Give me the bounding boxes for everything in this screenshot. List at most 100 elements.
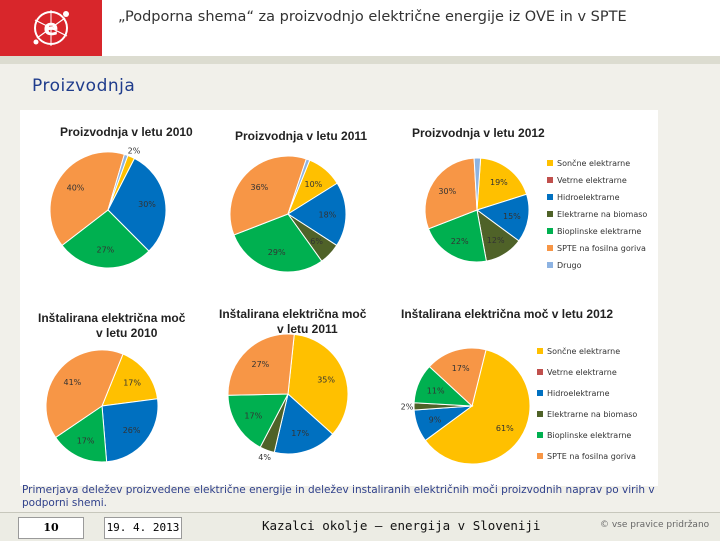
data-label: 36% — [251, 183, 269, 192]
data-label: 19% — [490, 178, 508, 187]
legend-swatch-vetrne-elektrarne — [537, 369, 543, 375]
pie-slice-bioplinske-elektrarne — [61, 209, 150, 269]
data-label: 10% — [305, 180, 323, 189]
data-label: 6% — [310, 237, 323, 246]
data-label: 27% — [97, 245, 115, 254]
data-label: 30% — [438, 187, 456, 196]
pie-slice-spte-na-fosilna-goriva — [45, 349, 124, 439]
pie-slice-spte-na-fosilna-goriva — [227, 333, 295, 396]
footer: 10 19. 4. 2013 Kazalci okolje – energija… — [0, 512, 720, 541]
header-band — [0, 56, 720, 64]
data-label: 27% — [252, 360, 270, 369]
pie-slice-soncne-elektrarne — [476, 157, 528, 211]
legend-swatch-drugo — [547, 262, 553, 268]
data-label: 35% — [317, 375, 335, 384]
legend-swatch-hidroelektrarne — [537, 390, 543, 396]
footer-title: Kazalci okolje – energija v Sloveniji — [262, 518, 541, 533]
legend-swatch-spte-na-fosilna-goriva — [547, 245, 553, 251]
data-label: 41% — [64, 378, 82, 387]
legend-swatch-soncne-elektrarne — [537, 348, 543, 354]
legend-swatch-spte-na-fosilna-goriva — [537, 453, 543, 459]
legend-entry-bioplinske-elektrarne: Bioplinske elektrarne — [557, 227, 641, 236]
data-label: 2% — [128, 147, 141, 156]
data-label: 17% — [77, 436, 95, 445]
pie-slice-hidroelektrarne — [101, 398, 159, 463]
copyright: © vse pravice pridržano — [600, 520, 710, 530]
pie-slice-spte-na-fosilna-goriva — [49, 151, 126, 247]
legend-swatch-bioplinske-elektrarne — [537, 432, 543, 438]
pie-slice-spte-na-fosilna-goriva — [428, 347, 487, 407]
data-label: 4% — [258, 453, 271, 462]
data-label: 12% — [487, 236, 505, 245]
chart-title: Inštalirana električna moč — [219, 307, 367, 321]
pie-slice-spte-na-fosilna-goriva — [229, 155, 307, 236]
data-label: 30% — [138, 200, 156, 209]
legend-swatch-elektrarne-na-biomaso — [537, 411, 543, 417]
data-label: 18% — [319, 210, 337, 219]
legend-entry-soncne-elektrarne: Sončne elektrarne — [557, 158, 630, 168]
legend-entry-vetrne-elektrarne: Vetrne elektrarne — [547, 368, 617, 377]
page-title: „Podporna shema“ za proizvodnjo električ… — [118, 9, 627, 25]
data-label: 26% — [123, 426, 141, 435]
data-label: 17% — [452, 364, 470, 373]
logo: e — [0, 0, 102, 56]
header: e „Podporna shema“ za proizvodnjo elektr… — [0, 0, 720, 56]
charts-panel: Proizvodnja v letu 2010 2% 30% 27% 40% Proizv… — [20, 110, 658, 486]
legend-entry-vetrne-elektrarne: Vetrne elektrarne — [557, 176, 627, 185]
chart-title: v letu 2011 — [277, 322, 338, 336]
data-label: 11% — [427, 387, 445, 396]
legend-swatch-hidroelektrarne — [547, 194, 553, 200]
pie-slice-soncne-elektrarne — [101, 353, 159, 407]
legend-swatch-soncne-elektrarne — [547, 160, 553, 166]
logo-letter: e — [44, 16, 59, 41]
pie-slice-bioplinske-elektrarne — [233, 213, 323, 273]
data-label: 17% — [291, 429, 309, 438]
pie-slice-soncne-elektrarne — [287, 333, 349, 435]
legend-swatch-vetrne-elektrarne — [547, 177, 553, 183]
pie-slice-bioplinske-elektrarne — [227, 393, 289, 448]
logo-icon: e — [33, 10, 69, 46]
pie-slice-drugo — [107, 153, 129, 211]
page-number: 10 — [18, 517, 84, 539]
legend-swatch-bioplinske-elektrarne — [547, 228, 553, 234]
legend-entry-spte-na-fosilna-goriva: SPTE na fosilna goriva — [547, 452, 636, 461]
data-label: 40% — [67, 184, 85, 193]
pie-slice-hidroelektrarne — [287, 182, 347, 247]
pie-slice-soncne-elektrarne — [424, 349, 531, 465]
pie-slice-spte-na-fosilna-goriva — [424, 157, 478, 230]
pie-slice-hidroelektrarne — [107, 157, 167, 252]
data-label: 2% — [401, 403, 414, 412]
legend-entry-hidroelektrarne: Hidroelektrarne — [557, 193, 620, 202]
pie-slice-bioplinske-elektrarne — [427, 209, 487, 263]
data-label: 29% — [268, 248, 286, 257]
pie-slice-hidroelektrarne — [475, 193, 530, 242]
section-heading: Proizvodnja — [32, 76, 136, 96]
footer-date: 19. 4. 2013 — [104, 517, 182, 539]
legend-entry-drugo: Drugo — [557, 261, 582, 270]
chart-title: v letu 2010 — [96, 326, 158, 340]
legend-entry-hidroelektrarne: Hidroelektrarne — [547, 389, 610, 398]
chart-title: Proizvodnja v letu 2010 — [60, 125, 193, 139]
legend-swatch-elektrarne-na-biomaso — [547, 211, 553, 217]
chart-title: Proizvodnja v letu 2011 — [235, 129, 367, 143]
data-label: 9% — [429, 416, 442, 425]
pie-slice-drugo — [473, 157, 482, 211]
legend-entry-soncne-elektrarne: Sončne elektrarne — [547, 346, 620, 356]
figure-caption: Primerjava deležev proizvedene električn… — [22, 484, 655, 509]
legend-entry-spte-na-fosilna-goriva: SPTE na fosilna goriva — [557, 244, 646, 253]
chart-title: Inštalirana električna moč — [38, 311, 186, 325]
legend-entry-elektrarne-na-biomaso: Elektrarne na biomaso — [547, 410, 637, 419]
chart-title: Proizvodnja v letu 2012 — [412, 126, 545, 140]
chart-title: Inštalirana električna moč v letu 2012 — [401, 307, 613, 321]
charts-canvas: Proizvodnja v letu 2010 2% 30% 27% 40% Proizv… — [38, 125, 647, 465]
legend-entry-bioplinske-elektrarne: Bioplinske elektrarne — [547, 431, 631, 440]
data-label: 17% — [244, 412, 262, 421]
legend-entry-elektrarne-na-biomaso: Elektrarne na biomaso — [557, 210, 647, 219]
data-label: 17% — [123, 379, 141, 388]
data-label: 15% — [503, 212, 521, 221]
pie-slice-hidroelektrarne — [273, 393, 334, 455]
data-label: 22% — [451, 237, 469, 246]
pie-slice-drugo — [287, 158, 311, 215]
data-label: 61% — [496, 424, 514, 433]
pie-slice-bioplinske-elektrarne — [54, 405, 108, 463]
